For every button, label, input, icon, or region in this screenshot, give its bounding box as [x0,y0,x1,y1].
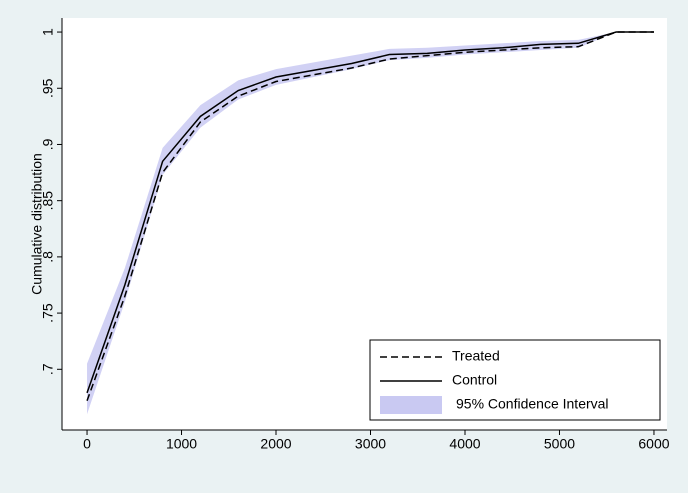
y-tick-label: .85 [40,191,56,211]
legend-swatch [380,396,442,414]
x-tick-label: 5000 [544,436,575,452]
line-series [86,31,654,402]
y-axis-label: Cumulative distribution [29,153,45,295]
y-tick-label: .7 [40,363,56,375]
y-tick-label: .75 [40,303,56,323]
legend-label: Treated [452,348,500,364]
legend-label: 95% Confidence Interval [456,396,609,412]
y-tick-label: .95 [40,78,56,98]
y-tick-label: .9 [40,138,56,150]
y-tick-label: 1 [40,28,56,36]
y-tick-label: .8 [40,251,56,263]
x-tick-label: 6000 [638,436,669,452]
x-tick-label: 3000 [355,436,386,452]
line-series [86,31,654,394]
x-tick-label: 1000 [166,436,197,452]
legend-label: Control [452,372,497,388]
x-tick-label: 4000 [449,436,480,452]
x-tick-label: 0 [83,436,91,452]
x-tick-label: 2000 [260,436,291,452]
